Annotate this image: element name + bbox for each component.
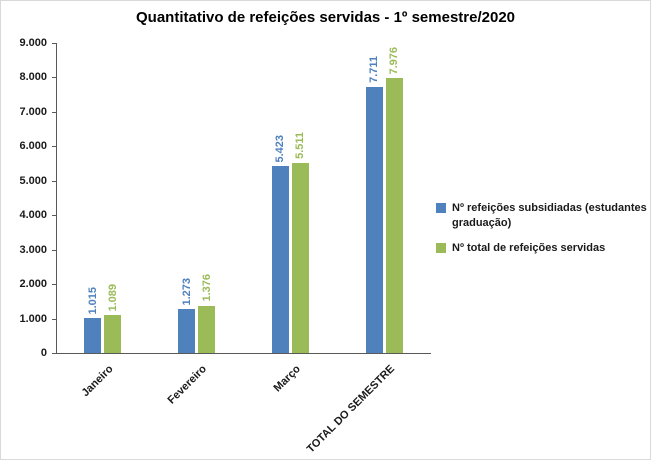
legend-entry: Nº total de refeições servidas <box>436 241 648 256</box>
y-axis-tick-label: 5.000 <box>19 174 47 187</box>
y-axis-tick-mark <box>52 146 56 148</box>
y-axis-tick-label: 1.000 <box>19 312 47 325</box>
bar-total <box>198 305 216 353</box>
y-axis-tick-label: 2.000 <box>19 278 47 291</box>
bar-subsidiadas <box>84 318 102 353</box>
y-axis-tick-mark <box>52 284 56 286</box>
y-axis-tick-mark <box>52 249 56 251</box>
legend: Nº refeições subsidiadas (estudantes gra… <box>436 201 648 256</box>
bar-value-label: 7.976 <box>388 46 401 75</box>
y-axis-tick-label: 8.000 <box>19 71 47 84</box>
x-axis-category-label: Março <box>271 363 303 395</box>
bar-value-label: 1.273 <box>180 277 193 306</box>
y-axis-tick-mark <box>52 318 56 320</box>
y-axis-tick-label: 6.000 <box>19 140 47 153</box>
y-axis-tick-label: 7.000 <box>19 105 47 118</box>
legend-swatch-icon <box>436 242 446 253</box>
legend-swatch-icon <box>436 203 446 213</box>
x-axis-category-label: Fevereiro <box>165 363 210 407</box>
x-axis-line <box>56 353 431 354</box>
bar-value-label: 5.423 <box>274 134 287 163</box>
bar-total <box>291 163 309 353</box>
y-axis-tick-label: 9.000 <box>19 37 47 49</box>
bar-value-label: 7.711 <box>368 56 381 84</box>
x-axis-category-label: Janeiro <box>79 363 116 400</box>
legend-label: Nº refeições subsidiadas (estudantes gra… <box>452 202 647 229</box>
legend-label: Nº total de refeições servidas <box>452 241 606 254</box>
bar-value-label: 1.089 <box>106 283 119 312</box>
bar-subsidiadas <box>365 87 383 353</box>
bar-total <box>104 315 122 353</box>
y-axis-tick-mark <box>52 180 56 182</box>
bar-value-label: 5.511 <box>294 132 307 160</box>
x-axis-category-label: TOTAL DO SEMESTRE <box>304 363 397 456</box>
y-axis-tick-mark <box>52 43 56 44</box>
bar-value-label: 1.015 <box>86 286 99 315</box>
bar-subsidiadas <box>178 309 196 353</box>
y-axis-tick-mark <box>52 353 56 354</box>
chart-title: Quantitativo de refeições servidas - 1º … <box>136 9 515 26</box>
y-axis-tick-mark <box>52 77 56 79</box>
y-axis-tick-label: 4.000 <box>19 209 47 222</box>
y-axis-line <box>56 43 57 353</box>
legend-entry: Nº refeições subsidiadas (estudantes gra… <box>436 201 648 231</box>
bar-total <box>385 78 403 353</box>
y-axis-tick-mark <box>52 215 56 217</box>
bar-value-label: 1.376 <box>200 274 213 302</box>
y-axis-tick-label: 0 <box>40 347 47 359</box>
y-axis-tick-mark <box>52 111 56 113</box>
y-axis-tick-label: 3.000 <box>19 243 47 256</box>
bar-subsidiadas <box>271 166 289 353</box>
